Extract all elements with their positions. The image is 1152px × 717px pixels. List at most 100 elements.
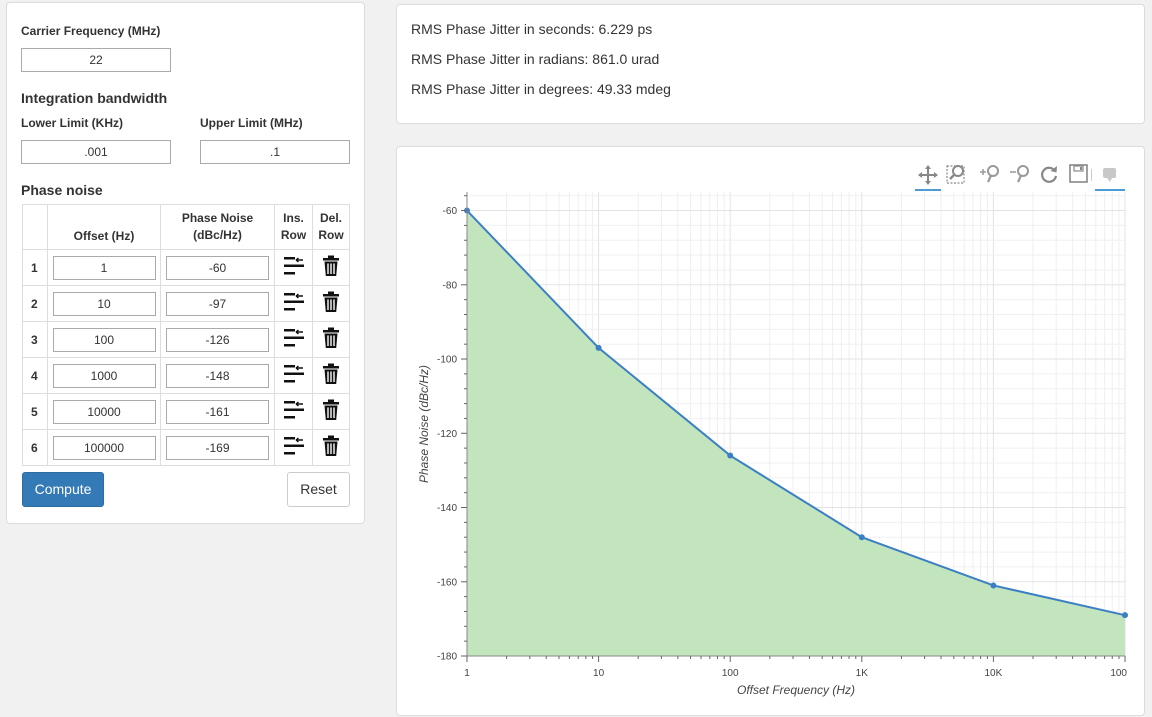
- row-index: 3: [22, 321, 48, 358]
- ins-header-line2: Row: [280, 228, 307, 242]
- jitter-seconds: RMS Phase Jitter in seconds: 6.229 ps: [411, 21, 653, 37]
- insert-row-button[interactable]: [274, 393, 313, 430]
- zoom-in-icon: [980, 165, 999, 183]
- zoom-out-icon: [1010, 165, 1029, 183]
- box-zoom-tool[interactable]: [946, 163, 968, 190]
- reset-button[interactable]: Reset: [287, 472, 350, 507]
- x-tick-label: 1: [464, 668, 470, 679]
- noise-header-line1: Phase Noise: [181, 211, 254, 225]
- del-header-line1: Del.: [319, 211, 342, 225]
- delete-row-button[interactable]: [312, 393, 350, 430]
- carrier-frequency-label: Carrier Frequency (MHz): [21, 24, 161, 38]
- delete-row-button[interactable]: [312, 285, 350, 322]
- y-tick-label: -140: [437, 503, 457, 514]
- table-row: 5 10000 -161: [22, 393, 350, 430]
- jitter-radians: RMS Phase Jitter in radians: 861.0 urad: [411, 51, 660, 67]
- trash-icon: [323, 327, 339, 348]
- save-tool[interactable]: [1068, 163, 1090, 190]
- pan-tool[interactable]: [915, 163, 941, 196]
- data-point: [1122, 612, 1128, 619]
- insert-row-button[interactable]: [274, 285, 313, 322]
- insert-row-icon: [283, 365, 304, 383]
- x-tick-label: 100: [1110, 668, 1127, 679]
- plot-panel: -60 -80 -100 -120 -140 -160 -180 1 10 100 1K 10K 100…: [396, 146, 1145, 716]
- offset-input[interactable]: 1: [52, 255, 156, 280]
- noise-header: Phase Noise (dBc/Hz): [160, 204, 275, 250]
- lower-limit-label: Lower Limit (KHz): [21, 116, 123, 130]
- area-fill: [467, 210, 1125, 656]
- data-point: [595, 344, 602, 351]
- table-row: 1 1 -60: [22, 249, 350, 286]
- box-zoom-icon: [946, 165, 965, 184]
- zoom-out-tool[interactable]: [1009, 163, 1031, 190]
- insert-row-button[interactable]: [274, 357, 313, 394]
- delete-row-button[interactable]: [312, 429, 350, 466]
- offset-header-label: Offset (Hz): [73, 228, 135, 243]
- del-header-line2: Row: [318, 228, 344, 242]
- y-tick-label: -100: [437, 355, 457, 366]
- x-axis-label: Offset Frequency (Hz): [737, 683, 855, 697]
- reset-tool[interactable]: [1038, 163, 1060, 190]
- save-icon: [1069, 164, 1088, 183]
- insert-row-button[interactable]: [274, 321, 313, 358]
- carrier-frequency-input[interactable]: 22: [21, 48, 171, 72]
- delete-row-button[interactable]: [312, 249, 350, 286]
- delete-row-button[interactable]: [312, 357, 350, 394]
- table-row: 6 100000 -169: [22, 429, 350, 466]
- lower-limit-input[interactable]: .001: [21, 140, 171, 164]
- noise-input[interactable]: -60: [166, 255, 269, 280]
- noise-input[interactable]: -97: [166, 291, 269, 316]
- trash-icon: [323, 363, 339, 384]
- noise-input[interactable]: -161: [166, 399, 269, 424]
- y-tick-label: -180: [437, 652, 457, 663]
- table-row: 2 10 -97: [22, 285, 350, 322]
- offset-input[interactable]: 10: [52, 291, 156, 316]
- phase-noise-chart[interactable]: -60 -80 -100 -120 -140 -160 -180 1 10 100 1K 10K 100…: [397, 147, 1146, 717]
- trash-icon: [323, 399, 339, 420]
- row-index: 4: [22, 357, 48, 394]
- upper-limit-label: Upper Limit (MHz): [200, 116, 303, 130]
- offset-input[interactable]: 1000: [52, 363, 156, 388]
- pan-icon: [915, 165, 941, 191]
- table-row: 3 100 -126: [22, 321, 350, 358]
- ins-row-header: Ins. Row: [274, 204, 313, 250]
- series-line: [466, 209, 1126, 617]
- offset-input[interactable]: 100000: [52, 435, 156, 460]
- y-axis-label: Phase Noise (dBc/Hz): [417, 365, 431, 483]
- delete-row-button[interactable]: [312, 321, 350, 358]
- insert-row-button[interactable]: [274, 429, 313, 466]
- offset-header: Offset (Hz): [47, 204, 161, 250]
- y-tick-label: -80: [443, 280, 458, 291]
- noise-input[interactable]: -148: [166, 363, 269, 388]
- y-tick-label: -160: [437, 577, 457, 588]
- insert-row-button[interactable]: [274, 249, 313, 286]
- hover-tool[interactable]: [1095, 163, 1125, 196]
- table-row: 4 1000 -148: [22, 357, 350, 394]
- data-point: [990, 582, 997, 589]
- insert-row-icon: [283, 329, 304, 347]
- insert-row-icon: [283, 401, 304, 419]
- offset-input[interactable]: 10000: [52, 399, 156, 424]
- offset-input[interactable]: 100: [52, 327, 156, 352]
- noise-input[interactable]: -169: [166, 435, 269, 460]
- index-header: [22, 204, 48, 250]
- integration-bandwidth-heading: Integration bandwidth: [21, 90, 168, 106]
- data-point: [858, 534, 865, 541]
- input-panel: Carrier Frequency (MHz) 22 Integration b…: [6, 2, 365, 524]
- zoom-in-tool[interactable]: [979, 163, 1001, 190]
- phase-noise-table: Offset (Hz) Phase Noise (dBc/Hz) Ins. Ro…: [22, 204, 350, 466]
- trash-icon: [323, 435, 339, 456]
- row-index: 5: [22, 393, 48, 430]
- del-row-header: Del. Row: [312, 204, 350, 250]
- data-point: [727, 452, 734, 459]
- noise-input[interactable]: -126: [166, 327, 269, 352]
- compute-button[interactable]: Compute: [22, 472, 104, 507]
- upper-limit-input[interactable]: .1: [200, 140, 350, 164]
- ins-header-line1: Ins.: [283, 211, 304, 225]
- x-tick-label: 100: [722, 668, 739, 679]
- insert-row-icon: [283, 437, 304, 455]
- x-tick-label: 10K: [985, 668, 1003, 679]
- hover-icon: [1095, 168, 1125, 191]
- noise-header-line2: (dBc/Hz): [193, 228, 242, 242]
- trash-icon: [323, 255, 339, 276]
